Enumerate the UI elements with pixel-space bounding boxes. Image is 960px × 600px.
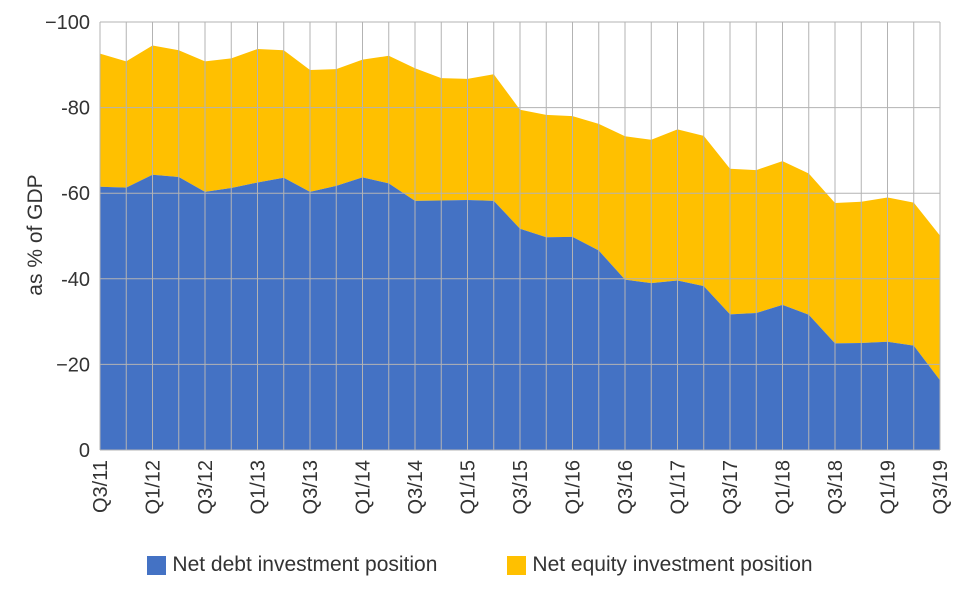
y-axis-ticks: 0 −20 -40 -60 -80 −100: [45, 12, 90, 462]
x-tick-label: Q3/18: [825, 460, 847, 514]
x-tick-label: Q1/12: [143, 460, 165, 514]
x-tick-label: Q3/17: [720, 460, 742, 514]
x-tick-label: Q1/16: [563, 460, 585, 514]
legend-swatch-debt: [147, 555, 167, 575]
x-tick-label: Q1/17: [668, 460, 690, 514]
x-tick-label: Q3/14: [405, 460, 427, 514]
y-tick-label: -40: [61, 269, 90, 291]
legend-label-equity: Net equity investment position: [532, 553, 813, 576]
x-tick-label: Q1/18: [773, 460, 795, 514]
x-tick-label: Q1/19: [878, 460, 900, 514]
x-tick-label: Q1/14: [353, 460, 375, 514]
x-tick-label: Q3/12: [195, 460, 217, 514]
y-tick-label: −100: [45, 12, 90, 34]
x-tick-label: Q3/16: [615, 460, 637, 514]
legend-label-debt: Net debt investment position: [172, 553, 438, 576]
x-tick-label: Q3/19: [930, 460, 952, 514]
x-axis-ticks: Q3/11 Q1/12 Q3/12 Q1/13 Q3/13 Q1/14 Q3/14 Q1/15…: [90, 460, 952, 514]
legend-item-equity: Net equity investment position: [507, 553, 813, 577]
y-tick-label: -80: [61, 98, 90, 120]
x-tick-label: Q3/11: [90, 460, 112, 513]
legend: Net debt investment position Net equity …: [0, 553, 960, 577]
x-tick-label: Q3/13: [300, 460, 322, 514]
y-axis-label: as % of GDP: [24, 174, 47, 295]
chart-grid: [99, 21, 941, 451]
x-tick-label: Q3/15: [510, 460, 532, 514]
legend-swatch-equity: [507, 555, 527, 575]
y-tick-label: -60: [61, 183, 90, 205]
y-tick-label: −20: [56, 354, 90, 376]
legend-item-debt: Net debt investment position: [147, 553, 437, 577]
y-tick-label: 0: [79, 440, 90, 462]
x-tick-label: Q1/15: [458, 460, 480, 514]
x-tick-label: Q1/13: [248, 460, 270, 514]
